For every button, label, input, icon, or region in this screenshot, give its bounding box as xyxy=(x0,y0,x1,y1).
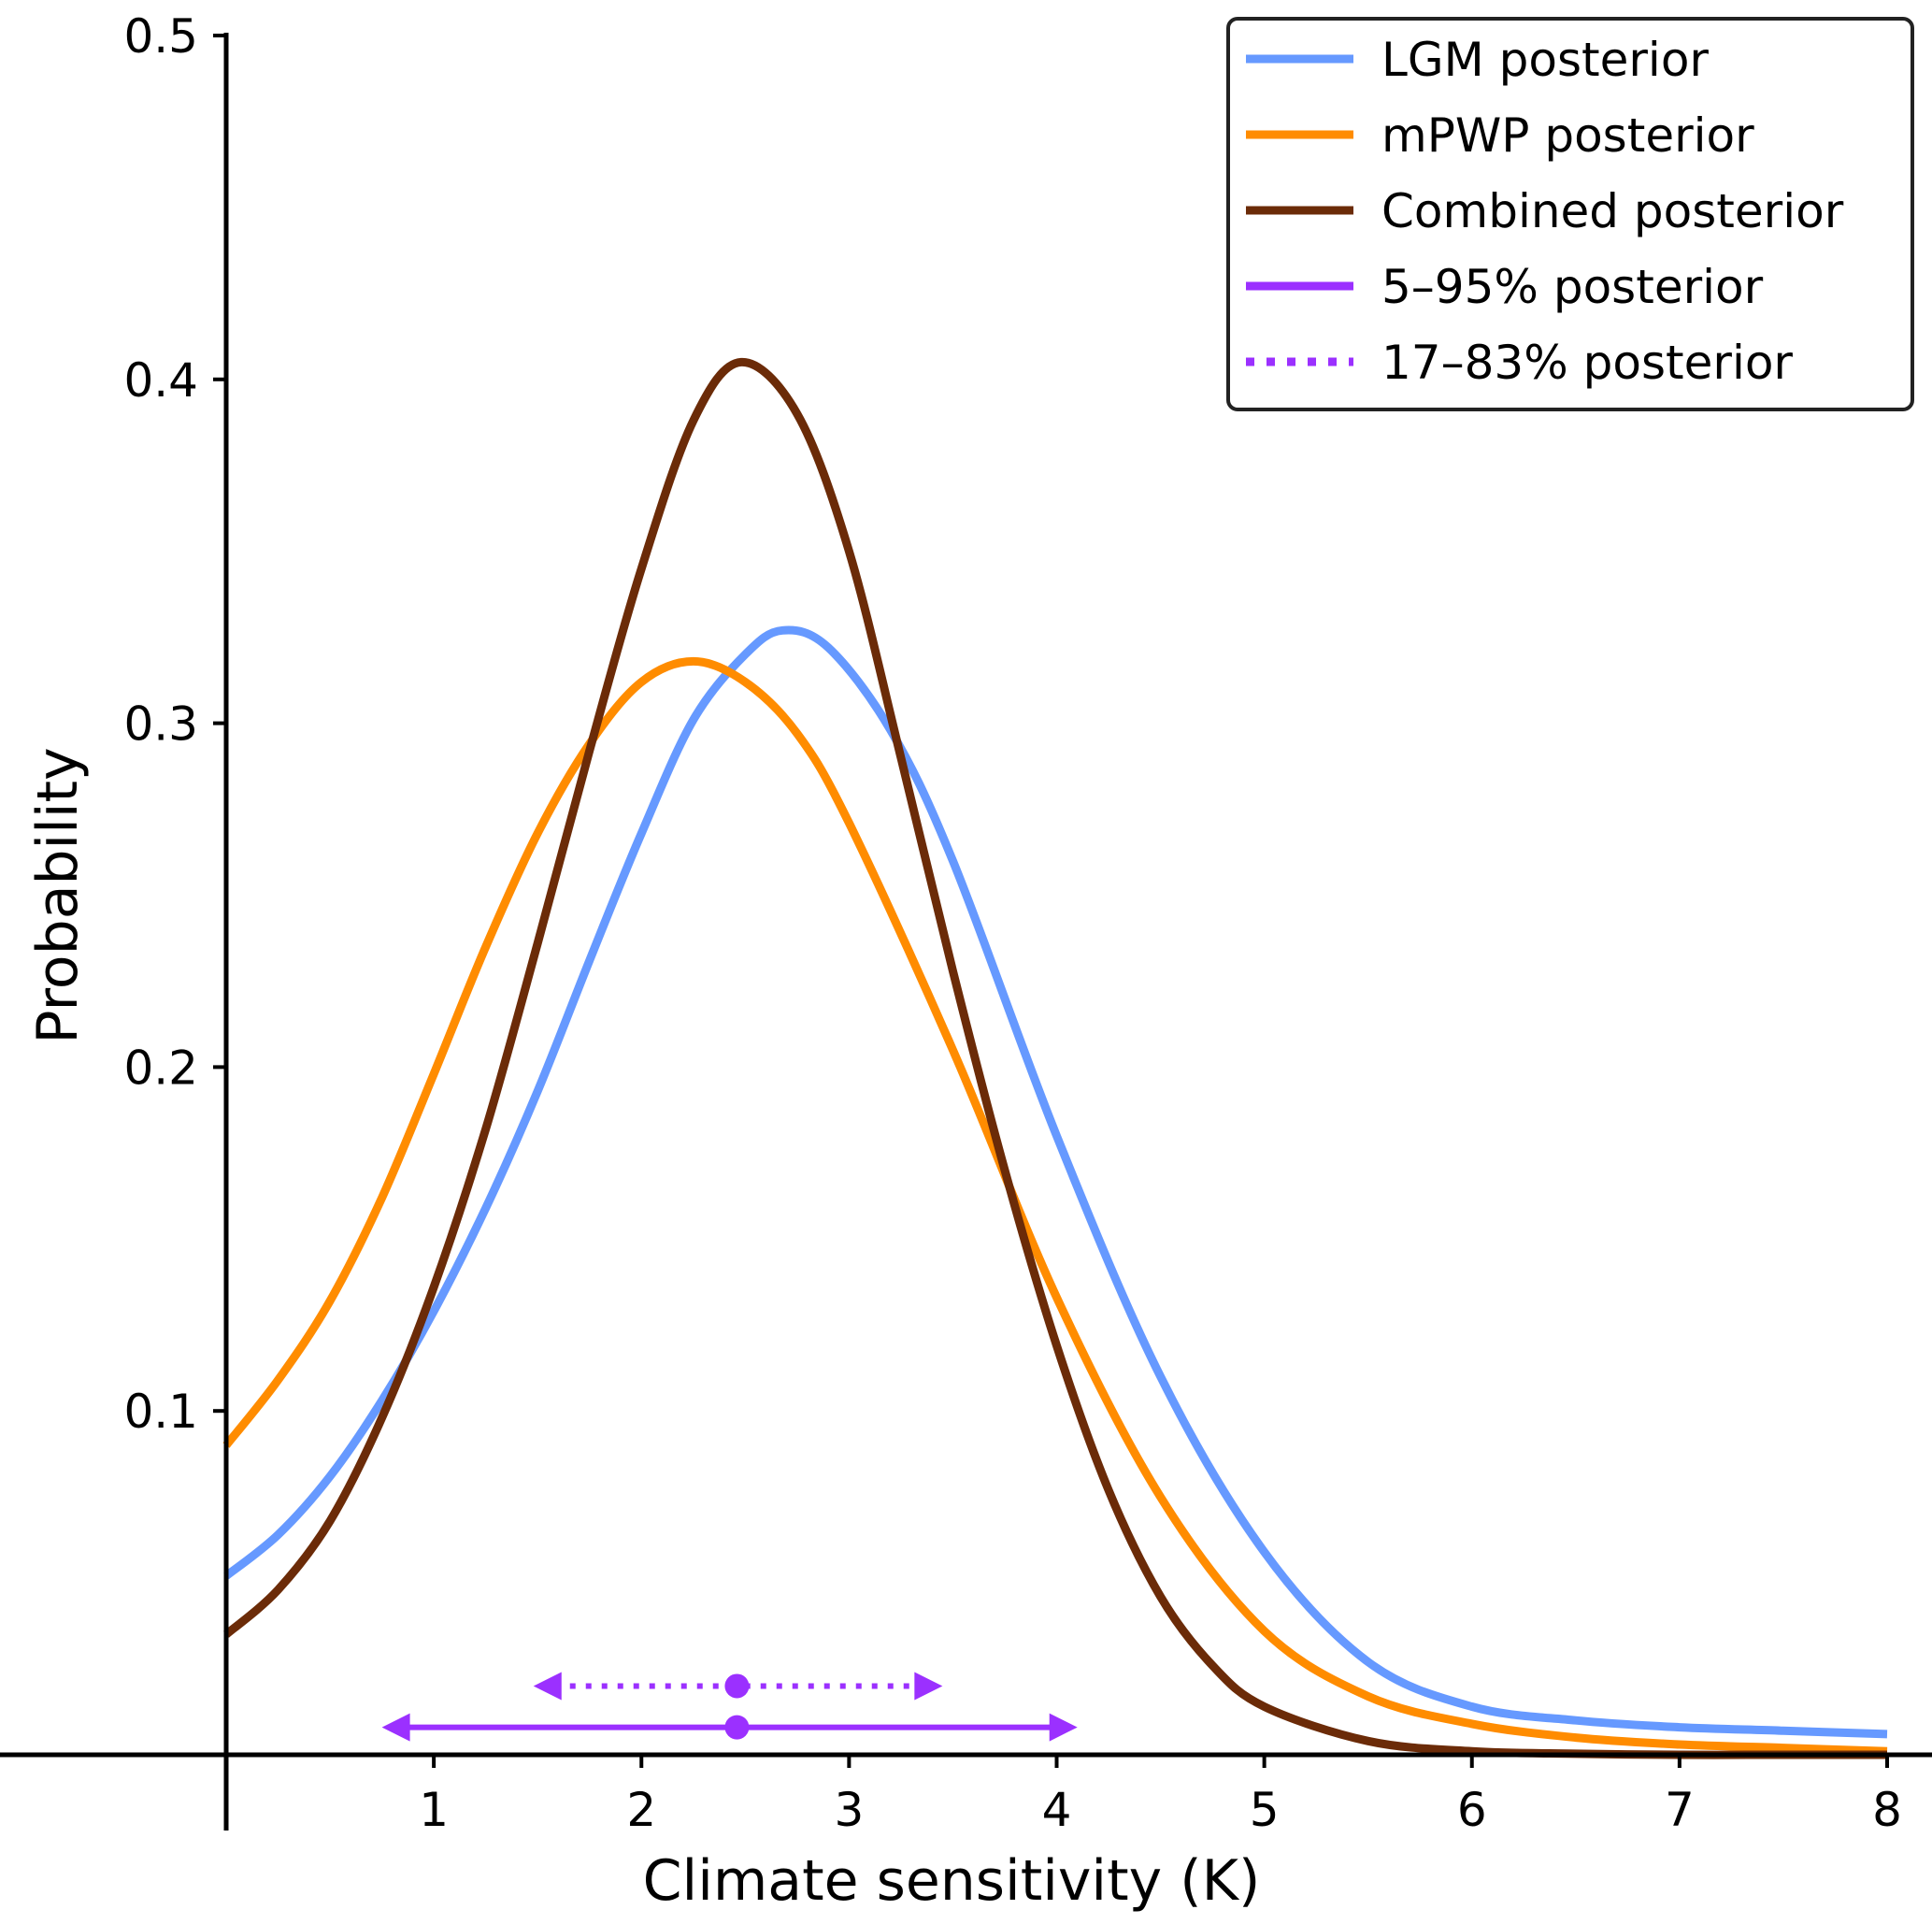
y-tick-label: 0.5 xyxy=(123,9,198,64)
range-17-83-high-arrow xyxy=(914,1672,943,1701)
x-tick-label: 3 xyxy=(834,1783,864,1837)
x-tick-label: 4 xyxy=(1042,1783,1072,1837)
range-5-95-low-arrow xyxy=(381,1713,410,1742)
x-tick-label: 1 xyxy=(419,1783,449,1837)
range-17-83-median-marker xyxy=(724,1673,750,1699)
series-line-mpwp-posterior xyxy=(222,656,1888,1756)
y-tick-label: 0.2 xyxy=(123,1041,198,1095)
y-tick-label: 0.1 xyxy=(123,1385,198,1439)
legend-label-series-2: Combined posterior xyxy=(1381,184,1844,238)
x-tick-label: 5 xyxy=(1250,1783,1280,1837)
curves-layer xyxy=(222,357,1888,1759)
legend-label-range-0: 5–95% posterior xyxy=(1381,260,1764,314)
x-tick-label: 6 xyxy=(1457,1783,1487,1837)
series-line-combined-posterior xyxy=(223,357,1887,1759)
y-tick-label: 0.4 xyxy=(123,353,198,408)
series-line-lgm-posterior xyxy=(223,625,1888,1739)
x-tick-label: 2 xyxy=(626,1783,656,1837)
y-axis-title: Probability xyxy=(25,747,91,1043)
ranges-layer xyxy=(381,1672,1078,1742)
legend-box xyxy=(1226,17,1914,411)
range-5-95-high-arrow xyxy=(1049,1713,1078,1742)
x-tick-label: 8 xyxy=(1872,1783,1902,1837)
legend-label-series-0: LGM posterior xyxy=(1381,33,1709,87)
x-tick-label: 7 xyxy=(1665,1783,1695,1837)
legend-label-series-1: mPWP posterior xyxy=(1381,108,1754,163)
axes-layer: 1 2 3 4 5 6 7 8 0.1 0.2 0.3 0.4 0.5 Climate sensitivi… xyxy=(0,9,1932,1914)
x-axis-title: Climate sensitivity (K) xyxy=(643,1848,1261,1914)
y-tick-label: 0.3 xyxy=(123,697,198,752)
legend: LGM posterior mPWP posterior Combined post… xyxy=(1226,17,1914,411)
legend-label-range-1: 17–83% posterior xyxy=(1381,336,1793,390)
range-17-83-low-arrow xyxy=(533,1672,562,1701)
range-5-95-median-marker xyxy=(724,1715,750,1740)
